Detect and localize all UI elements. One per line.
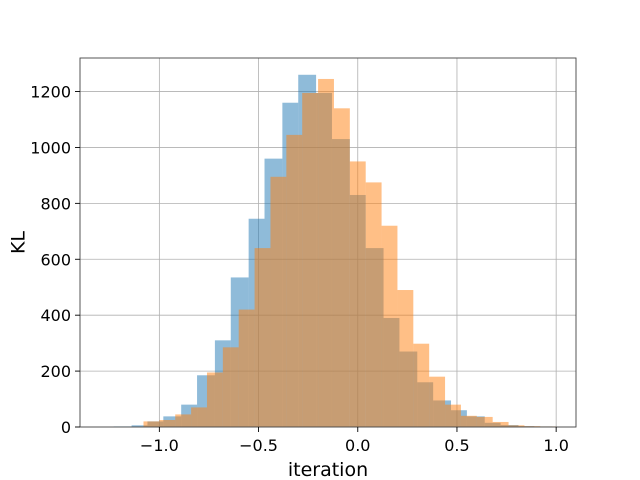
histogram-bar-series-2: [445, 404, 461, 427]
histogram-bar-series-2: [492, 421, 509, 427]
histogram-bar-series-2: [413, 343, 430, 427]
histogram-bar-series-1: [131, 425, 148, 427]
histogram-bar-series-2: [270, 176, 287, 427]
histogram-bar-series-2: [365, 182, 382, 427]
x-tick-label: 0.0: [345, 436, 370, 455]
histogram-bar-series-2: [238, 309, 255, 427]
y-tick-label: 200: [40, 362, 71, 381]
histogram-bars: [113, 74, 557, 428]
histogram-bar-series-2: [191, 407, 207, 427]
y-tick-label: 1200: [30, 83, 71, 102]
histogram-bar-series-2: [302, 92, 319, 428]
histogram-bar-series-2: [159, 420, 176, 427]
y-tick-label: 1000: [30, 138, 71, 157]
histogram-bar-series-2: [222, 347, 239, 427]
x-axis-label: iteration: [288, 459, 368, 480]
histogram-bar-series-2: [429, 376, 446, 427]
plot-frame: [79, 57, 577, 428]
y-tick-label: 800: [40, 194, 71, 213]
histogram-bar-series-2: [381, 225, 398, 427]
histogram-bar-series-2: [333, 108, 350, 428]
histogram-bar-series-2: [206, 372, 223, 427]
y-tick-label: 600: [40, 250, 71, 269]
histogram-bar-series-2: [143, 421, 160, 427]
histogram-bar-series-2: [254, 248, 271, 427]
x-tick-label: −0.5: [239, 436, 278, 455]
histogram-bar-series-2: [318, 78, 334, 427]
histogram-bar-series-2: [175, 414, 192, 427]
histogram-bar-series-2: [460, 415, 477, 427]
x-tick-label: 0.5: [444, 436, 469, 455]
y-tick-label: 400: [40, 306, 71, 325]
histogram-bar-series-2: [397, 290, 414, 427]
histogram-bar-series-2: [349, 161, 366, 427]
y-tick-label: 0: [61, 418, 71, 437]
x-tick-label: −1.0: [140, 436, 179, 455]
axis-ticks: −1.0 −0.5 0.0 0.5 1.0 0 200 400 600 800 1000 1200: [30, 83, 569, 455]
histogram-bar-series-2: [508, 425, 525, 427]
y-axis-label: KL: [8, 231, 30, 254]
histogram-bar-series-2: [476, 416, 493, 427]
histogram-bar-series-2: [286, 134, 303, 427]
x-tick-label: 1.0: [543, 436, 568, 455]
